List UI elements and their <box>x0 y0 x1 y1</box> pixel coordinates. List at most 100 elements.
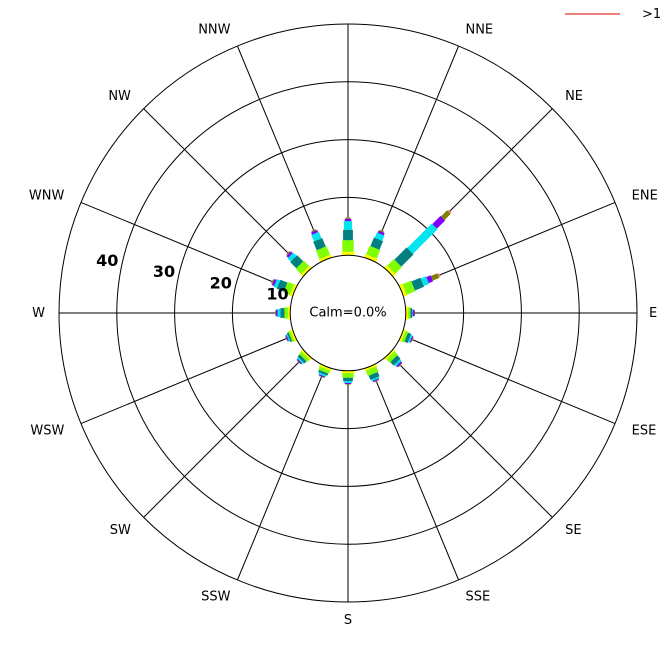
bar-nw <box>286 251 312 277</box>
bar-segment-nnw-3 <box>311 231 322 242</box>
bar-segment-ne-0 <box>384 265 396 277</box>
bar-segment-wnw-3 <box>273 279 281 289</box>
bar-segment-nne-3 <box>374 232 385 241</box>
bar-nne <box>364 229 385 263</box>
bar-sse <box>364 363 380 383</box>
bar-segment-nw-2 <box>290 255 304 269</box>
direction-label-ese: ESE <box>632 423 657 438</box>
polar-grid <box>58 23 638 603</box>
bar-segment-sw-1 <box>299 351 310 362</box>
direction-label-w: W <box>32 306 45 321</box>
bar-segment-ese-3 <box>407 334 413 343</box>
bar-segment-se-2 <box>390 355 401 366</box>
bar-sw <box>296 349 312 365</box>
legend: >1 <box>565 7 661 22</box>
legend-label-gt1: >1 <box>642 7 661 22</box>
spoke-ssw <box>236 366 327 581</box>
bar-segment-nnw-1 <box>315 246 331 260</box>
bar-segment-nnw-2 <box>313 237 326 251</box>
bar-segment-ssw-3 <box>318 372 327 378</box>
bar-segment-nne-0 <box>364 253 378 263</box>
spoke-wsw <box>80 334 295 425</box>
direction-label-e: E <box>649 306 657 321</box>
direction-label-wnw: WNW <box>29 189 65 204</box>
bar-segment-ene-5 <box>430 273 440 281</box>
bar-segment-wnw-2 <box>276 279 288 292</box>
calm-center: Calm=0.0% <box>289 254 407 372</box>
bar-segment-ne-5 <box>441 210 451 220</box>
bar-nnw <box>311 229 332 263</box>
wind-bars <box>270 209 452 385</box>
bar-segment-nw-4 <box>286 251 293 258</box>
ring-label-20: 20 <box>210 273 232 292</box>
spoke-sw <box>143 353 308 518</box>
ring-label-40: 40 <box>96 251 118 270</box>
bar-segment-ne-2 <box>394 247 414 267</box>
bar-segment-se-1 <box>386 351 398 363</box>
spoke-ese <box>401 334 616 425</box>
bar-segment-sse-2 <box>368 372 380 381</box>
bar-segment-wsw-2 <box>286 332 293 343</box>
bar-segment-ene-2 <box>411 277 425 291</box>
direction-label-se: SE <box>565 523 581 538</box>
spoke-sse <box>369 366 460 581</box>
direction-label-s: S <box>344 613 352 628</box>
ring-label-10: 10 <box>266 284 288 303</box>
bar-segment-ene-4 <box>426 275 434 284</box>
bar-segment-se-4 <box>396 361 403 368</box>
direction-label-ssw: SSW <box>201 590 231 605</box>
direction-label-sse: SSE <box>465 590 490 605</box>
ring-label-30: 30 <box>153 262 175 281</box>
bar-segment-nw-1 <box>295 260 310 275</box>
spoke-nw <box>143 108 308 273</box>
direction-label-nw: NW <box>108 89 131 104</box>
spoke-wnw <box>80 201 295 292</box>
bar-segment-ne-4 <box>432 215 446 229</box>
bar-segment-sw-4 <box>296 358 303 365</box>
bar-segment-nw-5 <box>286 251 291 256</box>
bar-segment-wsw-1 <box>288 330 295 343</box>
calm-label: Calm=0.0% <box>309 306 386 321</box>
bar-segment-nne-2 <box>370 237 384 250</box>
bar-segment-nne-4 <box>377 230 385 236</box>
direction-label-ene: ENE <box>632 189 658 204</box>
bar-segment-sse-3 <box>371 376 380 382</box>
bar-ssw <box>318 363 332 379</box>
direction-label-wsw: WSW <box>30 423 64 438</box>
bar-segment-sw-2 <box>297 354 307 364</box>
spoke-nnw <box>236 45 327 260</box>
bar-segment-ene-1 <box>402 280 416 295</box>
bar-ese <box>398 329 414 343</box>
bar-segment-nne-1 <box>366 245 381 259</box>
ring-labels: 10 20 30 40 <box>96 251 288 303</box>
bar-segment-ene-6 <box>437 273 441 278</box>
spoke-nne <box>369 45 460 260</box>
bar-segment-ssw-2 <box>318 369 329 376</box>
bar-segment-sw-3 <box>296 357 304 365</box>
bar-segment-wnw-1 <box>283 281 295 296</box>
direction-label-sw: SW <box>110 523 131 538</box>
bar-segment-nw-3 <box>287 252 297 262</box>
bar-segment-sse-1 <box>365 366 379 377</box>
bar-segment-ne-3 <box>407 223 438 254</box>
direction-label-ne: NE <box>565 89 583 104</box>
bar-segment-ene-0 <box>398 283 408 297</box>
direction-label-nnw: NNW <box>198 22 230 37</box>
bar-se <box>384 349 403 368</box>
direction-label-nne: NNE <box>465 22 493 37</box>
bar-segment-ene-3 <box>420 276 430 287</box>
direction-labels: NNE NE ENE E ESE SE SSE S SSW SW WSW W WNW NW NNW <box>29 22 658 628</box>
bar-segment-wnw-4 <box>271 278 277 286</box>
bar-wsw <box>285 329 298 343</box>
bar-segment-ese-2 <box>404 332 412 343</box>
calm-circle <box>289 254 407 372</box>
bar-segment-nnw-4 <box>311 230 319 235</box>
bar-segment-ne-6 <box>447 209 452 214</box>
bar-ne <box>384 209 452 277</box>
bar-segment-ese-1 <box>401 330 409 343</box>
bar-segment-se-3 <box>394 359 402 367</box>
bar-ene <box>398 273 441 297</box>
spoke-se <box>388 353 553 518</box>
bar-segment-ssw-1 <box>318 366 331 374</box>
